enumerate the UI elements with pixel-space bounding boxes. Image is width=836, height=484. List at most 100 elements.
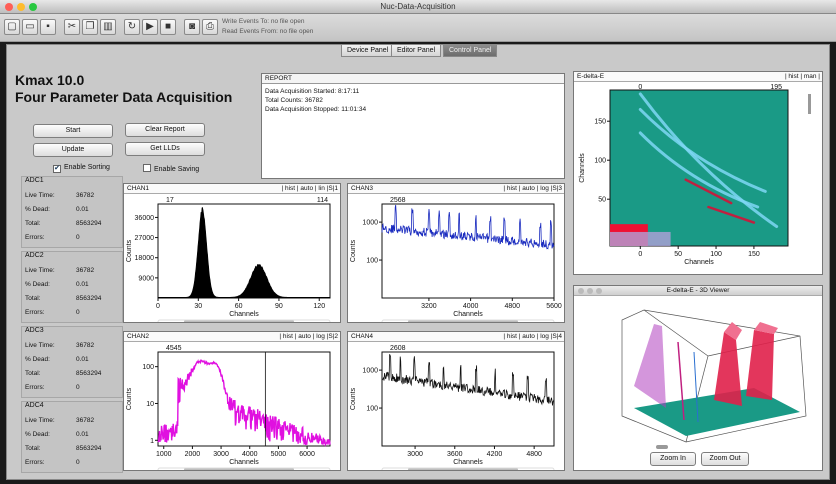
minimize-window-icon[interactable] [17, 3, 25, 11]
live-time-value: 36782 [76, 417, 95, 424]
x-tick-label: 3200 [421, 303, 437, 310]
particle-locus-band [638, 131, 760, 209]
e-delta-e-controls[interactable]: | hist | man | [784, 73, 820, 80]
scrollbar-track [157, 319, 331, 322]
x-tick-label: 2000 [185, 451, 201, 458]
spectrum-line [157, 359, 331, 447]
x-tick-label: 0 [156, 303, 160, 310]
x-tick-label: 5600 [546, 303, 562, 310]
horizontal-scrollbar[interactable] [408, 320, 518, 323]
adc-title: ADC2 [25, 252, 44, 259]
chan3-controls[interactable]: | hist | auto | log |S|3 [503, 185, 562, 192]
stop-icon[interactable]: ■ [160, 19, 176, 35]
printer-icon[interactable]: ⎙ [202, 19, 218, 35]
chan1-title: CHAN1 [127, 185, 150, 192]
dead-percent-value: 0.01 [76, 356, 89, 363]
adc1-status-box: ADC1 Live Time: 36782 % Dead: 0.01 Total: 8… [21, 176, 123, 248]
x-tick-label: 30 [194, 303, 202, 310]
zoom-out-button[interactable]: Zoom Out [701, 452, 749, 466]
live-time-value: 36782 [76, 342, 95, 349]
errors-value: 0 [76, 384, 80, 391]
x-tick-label: 4800 [526, 451, 542, 458]
tab-editor-panel[interactable]: Editor Panel [391, 45, 442, 57]
chan2-controls[interactable]: | hist | auto | log |S|2 [279, 333, 338, 340]
refresh-icon[interactable]: ↻ [124, 19, 140, 35]
clear-report-button[interactable]: Clear Report [125, 123, 205, 137]
adc4-status-box: ADC4 Live Time: 36782 % Dead: 0.01 Total: 8… [21, 401, 123, 473]
x-tick-label: 1000 [156, 451, 172, 458]
x-tick-label: 90 [275, 303, 283, 310]
y-tick-label: 1000 [362, 220, 378, 227]
3d-ridge-line [693, 351, 699, 423]
close-window-icon[interactable] [5, 3, 13, 11]
total-value: 8563294 [76, 295, 102, 302]
horizontal-scrollbar[interactable] [408, 468, 518, 471]
camera-icon[interactable]: ◙ [184, 19, 200, 35]
enable-sorting-checkbox[interactable]: ✔ Enable Sorting [53, 164, 110, 173]
y-tick-label: 1000 [362, 368, 378, 375]
horizontal-scrollbar[interactable] [184, 468, 294, 471]
update-button[interactable]: Update [33, 143, 113, 157]
live-time-value: 36782 [76, 267, 95, 274]
new-file-icon[interactable]: ▢ [4, 19, 20, 35]
cube-edge [643, 309, 709, 357]
dead-percent-value: 0.01 [76, 206, 89, 213]
trash-icon[interactable]: ▥ [100, 19, 116, 35]
plot-frame [157, 351, 331, 447]
y-axis-label: Counts [350, 239, 357, 262]
open-folder-icon[interactable]: ▭ [22, 19, 38, 35]
3d-floor-surface [634, 388, 800, 436]
cut-icon[interactable]: ✂ [64, 19, 80, 35]
3d-scrollbar[interactable] [656, 445, 668, 449]
vertical-scrollbar[interactable] [808, 94, 811, 114]
report-panel: REPORT Data Acquisition Started: 8:17:11… [261, 73, 565, 179]
marker-label: 114 [317, 197, 328, 204]
chan1-controls[interactable]: | hist | auto | lin |S|1 [281, 185, 339, 192]
y-tick-label: 36000 [135, 215, 155, 222]
spectrum-line [381, 204, 555, 250]
save-icon[interactable]: ▪ [40, 19, 56, 35]
horizontal-scrollbar[interactable] [184, 320, 294, 323]
get-llds-button[interactable]: Get LLDs [125, 142, 205, 156]
close-window-icon[interactable] [578, 288, 584, 294]
minimize-window-icon[interactable] [587, 288, 593, 294]
app-title: Kmax 10.0 [15, 72, 85, 88]
total-value: 8563294 [76, 220, 102, 227]
x-tick-label: 3000 [407, 451, 423, 458]
total-value: 8563294 [76, 445, 102, 452]
y-axis-label: Counts [126, 239, 133, 262]
scrollbar-track [157, 467, 331, 470]
e-delta-e-title: E-delta-E [577, 73, 605, 80]
zoom-window-icon[interactable] [29, 3, 37, 11]
chan3-spectrum-panel: CHAN3 | hist | auto | log |S|3 2568 3200 40… [347, 183, 565, 323]
3d-surface-plot[interactable] [574, 296, 823, 444]
scrollbar-track [381, 319, 555, 322]
x-tick-label: 0 [638, 251, 642, 258]
chan4-controls[interactable]: | hist | auto | log |S|4 [503, 333, 562, 340]
adc3-status-box: ADC3 Live Time: 36782 % Dead: 0.01 Total: 8… [21, 326, 123, 398]
zoom-window-icon[interactable] [596, 288, 602, 294]
3d-peak-surface [746, 330, 774, 400]
play-icon[interactable]: ▶ [142, 19, 158, 35]
tab-device-panel[interactable]: Device Panel [341, 45, 395, 57]
dead-percent-value: 0.01 [76, 431, 89, 438]
zoom-in-button[interactable]: Zoom In [650, 452, 696, 466]
tab-control-panel[interactable]: Control Panel [443, 45, 498, 57]
chan1-plot: 17 114 0 30 60 90 120 9000 18000 27000 36000 Channe… [126, 197, 331, 323]
y-tick-label: 100 [142, 364, 154, 371]
y-tick-label: 100 [366, 406, 378, 413]
copy-icon[interactable]: ❐ [82, 19, 98, 35]
spectrum-line [381, 354, 555, 406]
checkbox-unchecked-icon [143, 164, 151, 172]
x-axis-label: Channels [453, 311, 483, 318]
start-button[interactable]: Start [33, 124, 113, 138]
x-tick-label: 120 [313, 303, 325, 310]
3d-viewer-title: E-delta-E - 3D Viewer [666, 287, 730, 294]
errors-value: 0 [76, 234, 80, 241]
y-axis-label: Channels [579, 153, 586, 183]
dead-percent-value: 0.01 [76, 281, 89, 288]
enable-saving-checkbox[interactable]: Enable Saving [143, 164, 199, 173]
3d-peak-top [754, 322, 778, 334]
chan1-spectrum-panel: CHAN1 | hist | auto | lin |S|1 17 114 0 30 60… [123, 183, 341, 323]
x-axis-label: Channels [229, 459, 259, 466]
